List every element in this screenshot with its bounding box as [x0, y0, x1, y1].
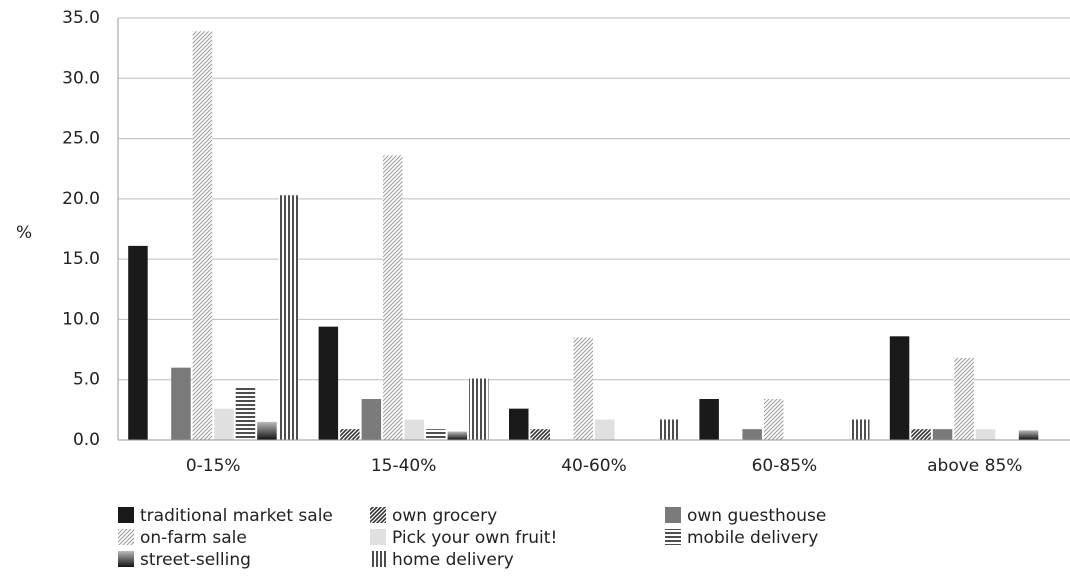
bar [889, 336, 910, 440]
bar [911, 429, 931, 440]
legend-label: street-selling [140, 550, 251, 570]
legend-label: own grocery [392, 506, 497, 526]
legend-label: on-farm sale [140, 528, 247, 548]
bar [404, 419, 425, 440]
y-tick-label: 35.0 [62, 8, 100, 28]
y-tick-label: 30.0 [62, 68, 100, 88]
y-tick-label: 20.0 [62, 189, 100, 209]
x-tick-label: 40-60% [561, 456, 627, 476]
legend-swatch [370, 529, 386, 545]
legend-swatch [118, 507, 134, 523]
legend-swatch [370, 507, 386, 523]
bar [214, 408, 234, 440]
y-axis-label: % [16, 223, 32, 243]
bar [659, 419, 679, 440]
legend-swatch [665, 507, 681, 523]
bar [128, 245, 148, 440]
y-tick-label: 10.0 [62, 309, 100, 329]
legend-swatch [665, 529, 681, 545]
bar [171, 367, 191, 440]
bar [742, 429, 762, 440]
bar [932, 429, 953, 440]
legend-swatch [370, 551, 386, 567]
bar [426, 429, 446, 440]
x-tick-label: 60-85% [752, 456, 818, 476]
bar [318, 326, 339, 440]
bar [509, 408, 529, 440]
x-tick-label: 0-15% [186, 456, 241, 476]
y-tick-label: 0.0 [73, 430, 100, 450]
bar [192, 31, 213, 441]
legend-label: own guesthouse [687, 506, 826, 526]
bar [447, 431, 468, 440]
y-tick-label: 15.0 [62, 249, 100, 269]
y-tick-label: 5.0 [73, 370, 100, 390]
bar [954, 358, 974, 440]
bar [278, 195, 299, 440]
bar [699, 399, 719, 440]
y-tick-label: 25.0 [62, 129, 100, 149]
legend-label: Pick your own fruit! [392, 528, 557, 548]
bar [763, 399, 784, 440]
bar [235, 386, 256, 440]
bar [469, 378, 489, 440]
bar [975, 429, 996, 440]
legend-swatch [118, 529, 134, 545]
x-tick-label: above 85% [927, 456, 1022, 476]
bar [530, 429, 550, 440]
legend-label: mobile delivery [687, 528, 818, 548]
legend-label: home delivery [392, 550, 514, 570]
bar [595, 419, 615, 440]
bar [383, 155, 403, 441]
bar [849, 419, 870, 440]
bar [257, 421, 277, 440]
legend-swatch [118, 551, 134, 567]
bar [340, 429, 360, 440]
x-tick-label: 15-40% [371, 456, 437, 476]
bar [1018, 430, 1039, 440]
bar [361, 399, 382, 440]
legend-label: traditional market sale [140, 506, 333, 526]
bar [573, 337, 593, 440]
